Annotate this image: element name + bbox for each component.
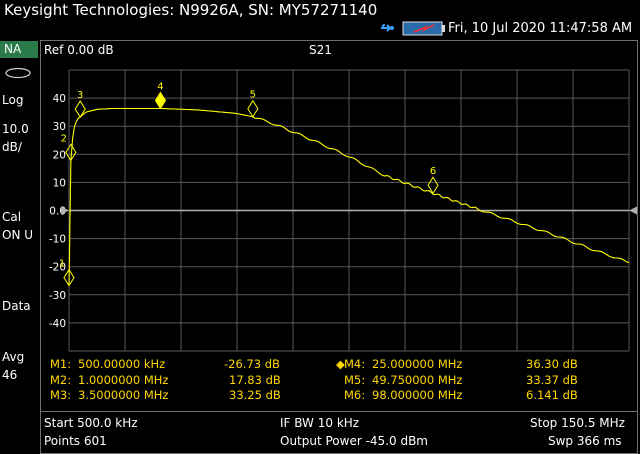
marker-diamond-icon [65,143,77,162]
y-tick-label: -30 [49,290,66,302]
marker-freq: 25.000000 MHz [372,357,463,371]
marker-number-label: 3 [77,90,83,101]
marker-freq: 49.750000 MHz [372,373,463,387]
output-power[interactable]: Output Power -45.0 dBm [280,434,428,448]
marker-name: M5: [344,373,366,387]
marker-number-label: 4 [157,81,163,92]
title-bar [0,0,640,40]
marker-diamond-icon [63,268,75,287]
active-marker-icon: ◆ [336,357,345,371]
marker-name: M4: [344,357,366,371]
marker-value: 36.30 dB [526,357,578,371]
cal-state: ON U [2,228,34,242]
if-bandwidth[interactable]: IF BW 10 kHz [280,416,360,430]
marker-diamond-icon [247,99,259,118]
scale-unit: dB/ [2,140,22,154]
marker-table: M1: 500.00000 kHz -26.73 dB M2: 1.000000… [44,353,638,409]
marker-diamond-icon [74,100,86,119]
marker-name: M1: [50,357,72,371]
y-tick-label: 40 [53,93,66,105]
data-label[interactable]: Data [2,299,31,313]
plot-frame [40,40,638,412]
marker-freq: 98.000000 MHz [372,388,463,402]
sweep-time: Swp 366 ms [548,434,622,448]
instrument-title: Keysight Technologies: N9926A, SN: MY572… [4,1,378,19]
reference-arrow-right-icon [629,206,637,215]
y-tick-label: 20 [53,149,66,161]
format-label[interactable]: Log [2,93,24,107]
stop-frequency[interactable]: Stop 150.5 MHz [530,416,625,430]
marker-value: -26.73 dB [224,357,280,371]
reference-level[interactable]: Ref 0.00 dB [44,43,114,57]
usb-icon [381,24,394,32]
marker-freq: 1.0000000 MHz [78,373,169,387]
marker-number-label: 2 [61,133,67,144]
measurement-label[interactable]: S21 [309,43,332,57]
y-tick-label: -10 [49,234,66,246]
marker-number-label: 5 [250,90,256,101]
scale-value[interactable]: 10.0 [2,122,29,136]
marker-number-label: 1 [59,259,65,270]
y-tick-label: 30 [53,121,66,133]
mode-indicator[interactable]: NA [0,41,38,58]
marker-freq: 3.5000000 MHz [78,388,169,402]
points-count[interactable]: Points 601 [44,434,107,448]
marker-value: 33.25 dB [229,388,281,402]
reference-arrow-left-icon [61,206,69,215]
marker-value: 33.37 dB [526,373,578,387]
reference-line [61,206,637,215]
marker-value: 6.141 dB [526,388,578,402]
cal-label[interactable]: Cal [2,210,22,224]
y-tick-label: 10 [53,177,66,189]
marker-number-label: 6 [430,166,436,177]
avg-label[interactable]: Avg [2,350,25,364]
marker-name: M2: [50,373,72,387]
date-time: Fri, 10 Jul 2020 11:47:58 AM [448,21,633,36]
battery-icon [402,21,445,36]
marker-name: M6: [344,388,366,402]
marker-diamond-icon [154,91,167,110]
marker-glyphs: 1 2 3 4 5 6 [59,81,439,287]
start-frequency[interactable]: Start 500.0 kHz [44,416,138,430]
s21-trace [68,107,630,286]
y-tick-label: -20 [49,262,66,274]
marker-diamond-icon [427,176,439,195]
trace-link-icon [5,67,31,79]
marker-value: 17.83 dB [229,373,281,387]
marker-freq: 500.00000 kHz [78,357,166,371]
y-tick-label: -40 [49,318,66,330]
avg-value: 46 [2,368,18,382]
marker-name: M3: [50,388,72,402]
